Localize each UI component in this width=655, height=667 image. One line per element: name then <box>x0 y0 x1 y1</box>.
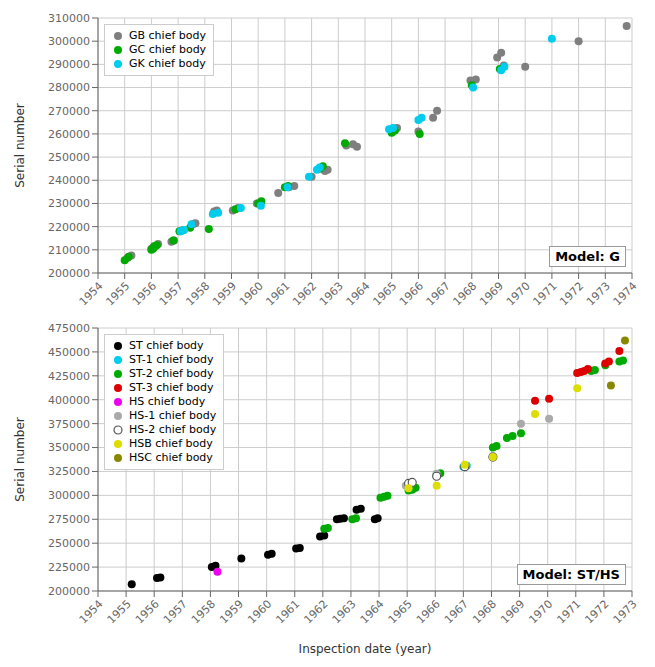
html-text:GB chief body: GB chief body <box>129 29 206 42</box>
svg-text:1959: 1959 <box>210 279 239 308</box>
svg-text:1961: 1961 <box>273 597 302 626</box>
svg-text:450000: 450000 <box>48 346 90 359</box>
svg-text:1968: 1968 <box>450 279 479 308</box>
svg-text:220000: 220000 <box>48 221 90 234</box>
svg-text:1972: 1972 <box>557 279 586 308</box>
svg-text:1972: 1972 <box>583 597 612 626</box>
svg-text:250000: 250000 <box>48 537 90 550</box>
svg-text:270000: 270000 <box>48 105 90 118</box>
svg-text:1958: 1958 <box>183 279 212 308</box>
svg-text:1970: 1970 <box>526 597 555 626</box>
html-text:ST chief body: ST chief body <box>129 339 204 352</box>
html-text:HSC chief body: HSC chief body <box>129 451 213 464</box>
svg-text:1960: 1960 <box>245 597 274 626</box>
svg-text:300000: 300000 <box>48 489 90 502</box>
html-text:ST-3 chief body: ST-3 chief body <box>129 381 214 394</box>
svg-text:290000: 290000 <box>48 58 90 71</box>
svg-text:400000: 400000 <box>48 394 90 407</box>
html-text:HS-1 chief body: HS-1 chief body <box>129 409 217 422</box>
svg-text:1971: 1971 <box>554 597 583 626</box>
svg-text:1955: 1955 <box>105 597 134 626</box>
svg-text:425000: 425000 <box>48 370 90 383</box>
svg-text:Serial number: Serial number <box>13 103 27 188</box>
svg-text:1954: 1954 <box>77 279 106 308</box>
svg-text:475000: 475000 <box>48 322 90 335</box>
svg-text:1973: 1973 <box>611 597 640 626</box>
html-text:HSB chief body: HSB chief body <box>129 437 213 450</box>
svg-text:280000: 280000 <box>48 81 90 94</box>
svg-text:1961: 1961 <box>264 279 293 308</box>
svg-text:325000: 325000 <box>48 465 90 478</box>
html-text:HS chief body: HS chief body <box>129 395 206 408</box>
svg-text:300000: 300000 <box>48 35 90 48</box>
svg-text:1956: 1956 <box>133 597 162 626</box>
html-text:ST-1 chief body: ST-1 chief body <box>129 353 214 366</box>
svg-text:1956: 1956 <box>130 279 159 308</box>
svg-text:1957: 1957 <box>161 597 190 626</box>
svg-text:1959: 1959 <box>217 597 246 626</box>
svg-text:225000: 225000 <box>48 561 90 574</box>
svg-text:250000: 250000 <box>48 151 90 164</box>
svg-text:1970: 1970 <box>504 279 533 308</box>
svg-text:1958: 1958 <box>189 597 218 626</box>
svg-text:210000: 210000 <box>48 244 90 257</box>
html-text:GK chief body: GK chief body <box>129 57 206 70</box>
html-text:ST-2 chief body: ST-2 chief body <box>129 367 214 380</box>
svg-text:1957: 1957 <box>157 279 186 308</box>
svg-text:1964: 1964 <box>344 279 373 308</box>
svg-text:Serial number: Serial number <box>13 417 27 502</box>
svg-text:1966: 1966 <box>414 597 443 626</box>
svg-text:1960: 1960 <box>237 279 266 308</box>
html-text:HS-2 chief body: HS-2 chief body <box>129 423 217 436</box>
svg-text:1969: 1969 <box>498 597 527 626</box>
svg-text:1954: 1954 <box>77 597 106 626</box>
svg-text:350000: 350000 <box>48 441 90 454</box>
svg-text:260000: 260000 <box>48 128 90 141</box>
svg-text:1963: 1963 <box>317 279 346 308</box>
html-text:Model: G: Model: G <box>555 249 620 264</box>
svg-text:1955: 1955 <box>103 279 132 308</box>
svg-text:1968: 1968 <box>470 597 499 626</box>
svg-text:1965: 1965 <box>386 597 415 626</box>
html-text:GC chief body: GC chief body <box>129 43 207 56</box>
svg-text:1962: 1962 <box>290 279 319 308</box>
svg-text:1967: 1967 <box>442 597 471 626</box>
html-text:Model: ST/HS: Model: ST/HS <box>522 567 620 582</box>
svg-text:230000: 230000 <box>48 197 90 210</box>
svg-text:1963: 1963 <box>330 597 359 626</box>
svg-text:310000: 310000 <box>48 12 90 25</box>
svg-text:1971: 1971 <box>531 279 560 308</box>
svg-text:1973: 1973 <box>584 279 613 308</box>
svg-text:200000: 200000 <box>48 585 90 598</box>
svg-text:200000: 200000 <box>48 267 90 280</box>
svg-text:240000: 240000 <box>48 174 90 187</box>
svg-text:1974: 1974 <box>611 279 640 308</box>
svg-text:275000: 275000 <box>48 513 90 526</box>
svg-text:1966: 1966 <box>397 279 426 308</box>
svg-text:1967: 1967 <box>424 279 453 308</box>
svg-text:1965: 1965 <box>370 279 399 308</box>
svg-text:375000: 375000 <box>48 418 90 431</box>
svg-text:1964: 1964 <box>358 597 387 626</box>
svg-text:1969: 1969 <box>477 279 506 308</box>
svg-text:1962: 1962 <box>301 597 330 626</box>
svg-text:Inspection date (year): Inspection date (year) <box>299 642 432 656</box>
